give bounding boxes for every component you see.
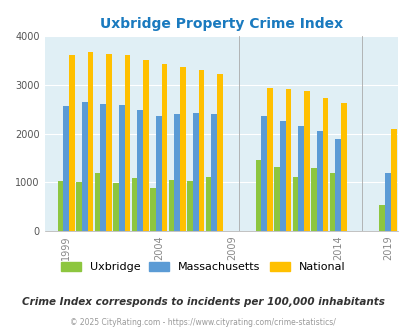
Bar xyxy=(131,178,137,231)
Bar xyxy=(298,126,303,231)
Bar xyxy=(137,110,143,231)
Bar xyxy=(255,160,261,231)
Bar xyxy=(180,67,185,231)
Bar xyxy=(322,98,328,231)
Bar xyxy=(58,182,63,231)
Bar xyxy=(124,55,130,231)
Bar xyxy=(335,139,340,231)
Bar xyxy=(303,91,309,231)
Bar xyxy=(279,121,285,231)
Bar xyxy=(310,168,316,231)
Bar xyxy=(292,178,298,231)
Bar xyxy=(82,103,87,231)
Bar xyxy=(143,60,149,231)
Title: Uxbridge Property Crime Index: Uxbridge Property Crime Index xyxy=(100,17,342,31)
Bar xyxy=(316,131,322,231)
Bar xyxy=(285,89,290,231)
Bar xyxy=(390,129,396,231)
Legend: Uxbridge, Massachusetts, National: Uxbridge, Massachusetts, National xyxy=(56,257,349,277)
Bar xyxy=(63,106,69,231)
Bar xyxy=(205,177,211,231)
Bar xyxy=(217,74,222,231)
Bar xyxy=(187,182,192,231)
Bar xyxy=(273,167,279,231)
Bar xyxy=(211,114,217,231)
Bar xyxy=(113,183,119,231)
Bar xyxy=(378,205,384,231)
Bar xyxy=(384,173,390,231)
Bar xyxy=(94,173,100,231)
Bar xyxy=(329,173,335,231)
Bar xyxy=(161,64,167,231)
Bar xyxy=(192,113,198,231)
Bar xyxy=(150,188,156,231)
Bar xyxy=(156,115,161,231)
Bar xyxy=(266,88,272,231)
Bar xyxy=(174,114,180,231)
Bar xyxy=(168,181,174,231)
Bar xyxy=(261,116,266,231)
Bar xyxy=(106,54,112,231)
Bar xyxy=(100,104,106,231)
Text: © 2025 CityRating.com - https://www.cityrating.com/crime-statistics/: © 2025 CityRating.com - https://www.city… xyxy=(70,318,335,327)
Bar xyxy=(198,70,204,231)
Bar xyxy=(69,55,75,231)
Bar xyxy=(87,52,93,231)
Bar xyxy=(119,105,124,231)
Text: Crime Index corresponds to incidents per 100,000 inhabitants: Crime Index corresponds to incidents per… xyxy=(21,297,384,307)
Bar xyxy=(76,182,82,231)
Bar xyxy=(340,104,346,231)
